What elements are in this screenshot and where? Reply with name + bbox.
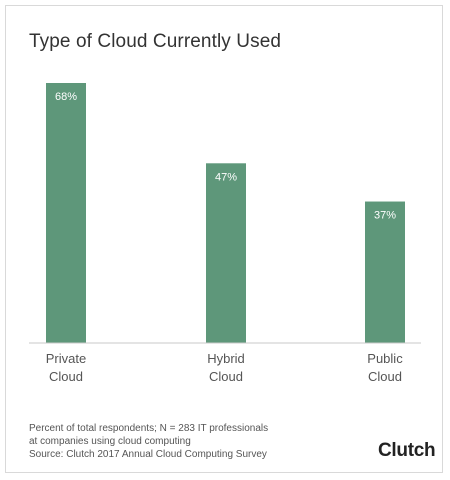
footnote-respondents: Percent of total respondents; N = 283 IT…	[29, 423, 269, 434]
clutch-logo: Clutch	[378, 440, 436, 461]
footnote-population: at companies using cloud computing	[29, 436, 191, 447]
category-labels-layer: Private Cloud Hybrid Cloud Public Cloud	[46, 351, 403, 384]
category-label-0-line-0: Private	[46, 351, 86, 366]
bar-value-label-1: 47%	[215, 171, 237, 183]
category-label-2-line-0: Public	[367, 351, 403, 366]
bars-layer: 68% 47% 37%	[46, 83, 405, 343]
category-label-0-line-1: Cloud	[49, 369, 83, 384]
category-label-1-line-0: Hybrid	[207, 351, 245, 366]
bar-0	[46, 83, 86, 343]
footnote-source: Source: Clutch 2017 Annual Cloud Computi…	[29, 449, 267, 460]
footnotes: Percent of total respondents; N = 283 IT…	[29, 422, 268, 461]
category-label-1-line-1: Cloud	[209, 369, 243, 384]
bar-chart: 68% 47% 37% Private Cloud Hybrid Cloud Public C…	[29, 83, 421, 384]
bar-2	[365, 201, 405, 343]
bar-value-label-2: 37%	[374, 210, 396, 222]
bar-1	[206, 163, 246, 343]
chart-title: Type of Cloud Currently Used	[29, 31, 282, 52]
bar-value-label-0: 68%	[55, 91, 77, 103]
category-label-2-line-1: Cloud	[368, 369, 402, 384]
